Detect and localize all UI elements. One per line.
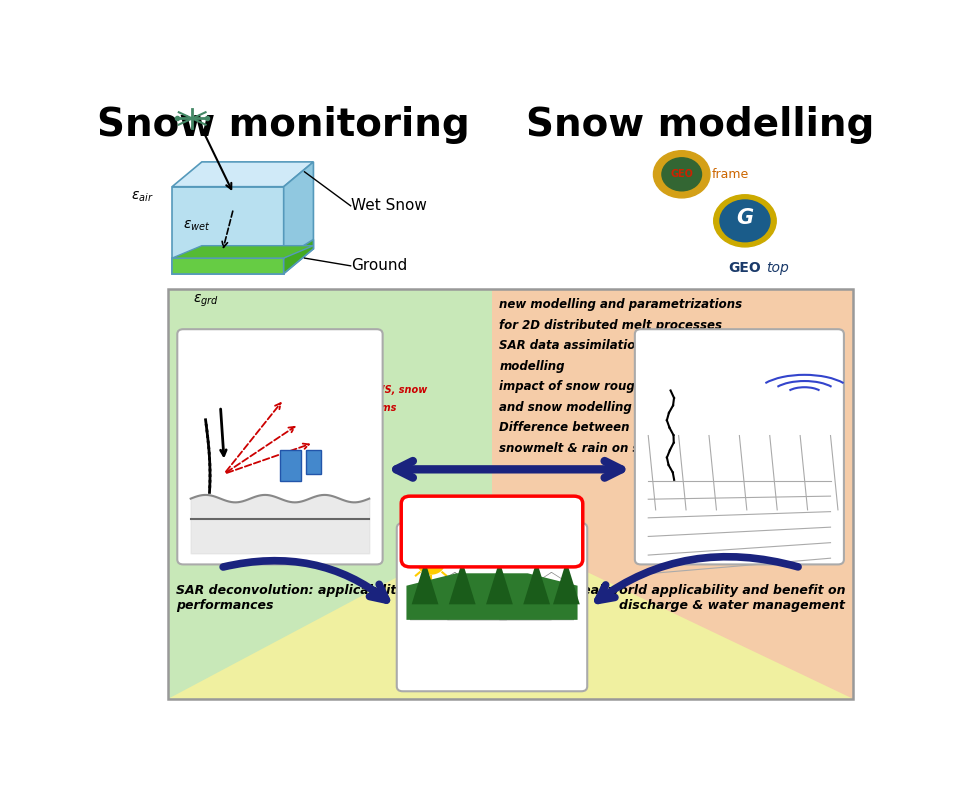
Text: GEO: GEO (729, 260, 761, 275)
FancyBboxPatch shape (280, 450, 300, 480)
Polygon shape (523, 561, 550, 604)
FancyBboxPatch shape (306, 450, 321, 475)
Text: discharge: discharge (684, 499, 735, 509)
Polygon shape (168, 526, 852, 699)
Text: Difference between: Difference between (499, 422, 630, 434)
Text: G: G (736, 208, 754, 228)
Text: Snow modelling: Snow modelling (526, 106, 875, 144)
Text: $\varepsilon_{wet}$: $\varepsilon_{wet}$ (183, 218, 211, 233)
Polygon shape (529, 572, 574, 587)
Text: Wet Snow: Wet Snow (350, 198, 426, 214)
Text: top: top (766, 260, 788, 275)
Text: new modelling and parametrizations: new modelling and parametrizations (499, 298, 743, 311)
Text: SAR deconvolution: applicability &
performances: SAR deconvolution: applicability & perfo… (176, 584, 420, 612)
Polygon shape (447, 579, 551, 620)
Polygon shape (172, 258, 284, 273)
Text: Snow monitoring: Snow monitoring (97, 106, 470, 144)
Text: modelling: modelling (499, 359, 564, 373)
Circle shape (654, 151, 710, 198)
Polygon shape (172, 187, 284, 273)
Polygon shape (284, 162, 313, 273)
Text: profiles, lysimeters, webcams: profiles, lysimeters, webcams (231, 403, 396, 413)
Polygon shape (172, 246, 313, 258)
Polygon shape (412, 561, 439, 604)
Text: Laser scans, field radar, AWS, snow: Laser scans, field radar, AWS, snow (231, 385, 427, 395)
Circle shape (523, 541, 550, 563)
Circle shape (539, 541, 558, 557)
Circle shape (501, 544, 520, 560)
Text: Satellite SAR: Satellite SAR (648, 340, 731, 351)
Text: $\varepsilon_{air}$: $\varepsilon_{air}$ (131, 190, 154, 205)
FancyBboxPatch shape (401, 496, 583, 567)
Polygon shape (553, 561, 580, 604)
Circle shape (449, 541, 475, 563)
Text: SAR data assimilation into snow cover: SAR data assimilation into snow cover (499, 339, 754, 352)
Text: for 2D distributed melt processes: for 2D distributed melt processes (499, 319, 723, 332)
Circle shape (486, 544, 513, 566)
Text: SnowTinel: SnowTinel (420, 520, 564, 543)
Circle shape (464, 541, 483, 557)
Circle shape (662, 158, 702, 191)
FancyBboxPatch shape (635, 329, 844, 564)
Text: Ground: Ground (350, 259, 407, 273)
Text: operational catchment scale
real world impact: operational catchment scale real world i… (413, 660, 571, 681)
FancyBboxPatch shape (396, 523, 588, 692)
Text: snowmelt & rain on snow?: snowmelt & rain on snow? (499, 442, 674, 455)
Text: impact of snow roughness on SAR: impact of snow roughness on SAR (499, 380, 726, 393)
Text: GEO: GEO (670, 169, 693, 179)
Text: and snow modelling: and snow modelling (499, 401, 633, 413)
Text: $\varepsilon_{grd}$: $\varepsilon_{grd}$ (193, 293, 219, 309)
Polygon shape (486, 561, 513, 604)
Text: plot scale
SAR / snow interractions: plot scale SAR / snow interractions (212, 534, 348, 556)
Polygon shape (284, 239, 313, 273)
Text: drone
altimetry: drone altimetry (783, 340, 830, 362)
Circle shape (713, 195, 777, 247)
Polygon shape (172, 162, 313, 187)
Circle shape (720, 200, 770, 242)
Polygon shape (410, 572, 507, 620)
Text: frame: frame (711, 168, 749, 181)
FancyBboxPatch shape (492, 289, 852, 699)
Polygon shape (449, 561, 475, 604)
Circle shape (418, 551, 444, 574)
Text: research catchment scale
distributed modelling: research catchment scale distributed mod… (667, 534, 811, 556)
Polygon shape (432, 572, 477, 587)
Polygon shape (406, 573, 578, 620)
Polygon shape (499, 572, 574, 620)
FancyBboxPatch shape (178, 329, 383, 564)
FancyBboxPatch shape (168, 289, 492, 699)
Text: real world applicability and benefit on
discharge & water management: real world applicability and benefit on … (576, 584, 846, 612)
Text: Satellite SAR: Satellite SAR (191, 340, 273, 351)
